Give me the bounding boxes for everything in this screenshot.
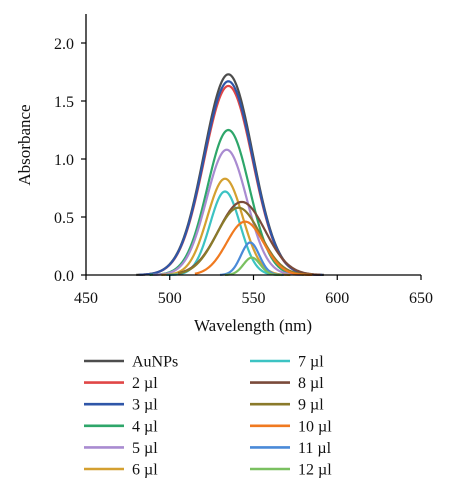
x-tick-label: 500 (158, 290, 182, 307)
series-line (177, 206, 313, 276)
legend: AuNPs 2 µl 3 µl 4 µl 5 µl 6 µl 7 µl 8 µl 9 µl 10 … (84, 354, 332, 479)
series-line (141, 84, 321, 276)
x-tick-label: 600 (325, 290, 349, 307)
legend-label: 11 µl (298, 440, 332, 457)
legend-label: 2 µl (132, 375, 158, 392)
x-axis-label: Wavelength (nm) (194, 316, 312, 335)
legend-label: 7 µl (298, 354, 324, 371)
legend-label: 4 µl (132, 418, 158, 435)
series-line (194, 220, 313, 277)
x-tick-label: 450 (74, 290, 98, 307)
y-tick-label: 0.5 (54, 210, 74, 227)
legend-label: 5 µl (132, 440, 158, 457)
series-line (161, 177, 291, 276)
series-line (152, 148, 301, 276)
x-tick-label: 650 (409, 290, 433, 307)
x-ticks: 450 500 550 600 650 (74, 275, 433, 307)
y-tick-label: 2.0 (54, 36, 74, 53)
x-tick-label: 550 (242, 290, 266, 307)
legend-label: 8 µl (298, 375, 324, 392)
series-line (135, 73, 325, 277)
legend-label: AuNPs (132, 354, 178, 371)
y-tick-label: 0.0 (54, 268, 74, 285)
y-tick-label: 1.0 (54, 152, 74, 169)
legend-label: 9 µl (298, 397, 324, 414)
legend-label: 3 µl (132, 397, 158, 414)
y-tick-label: 1.5 (54, 94, 74, 111)
plot-lines (135, 73, 325, 277)
legend-label: 6 µl (132, 462, 158, 479)
y-axis-label: Absorbance (15, 104, 34, 185)
series-line (224, 256, 283, 277)
series-line (139, 80, 323, 276)
axes (85, 14, 421, 276)
y-ticks: 0.0 0.5 1.0 1.5 2.0 (54, 36, 86, 285)
legend-label: 12 µl (298, 462, 332, 479)
legend-label: 10 µl (298, 418, 332, 435)
